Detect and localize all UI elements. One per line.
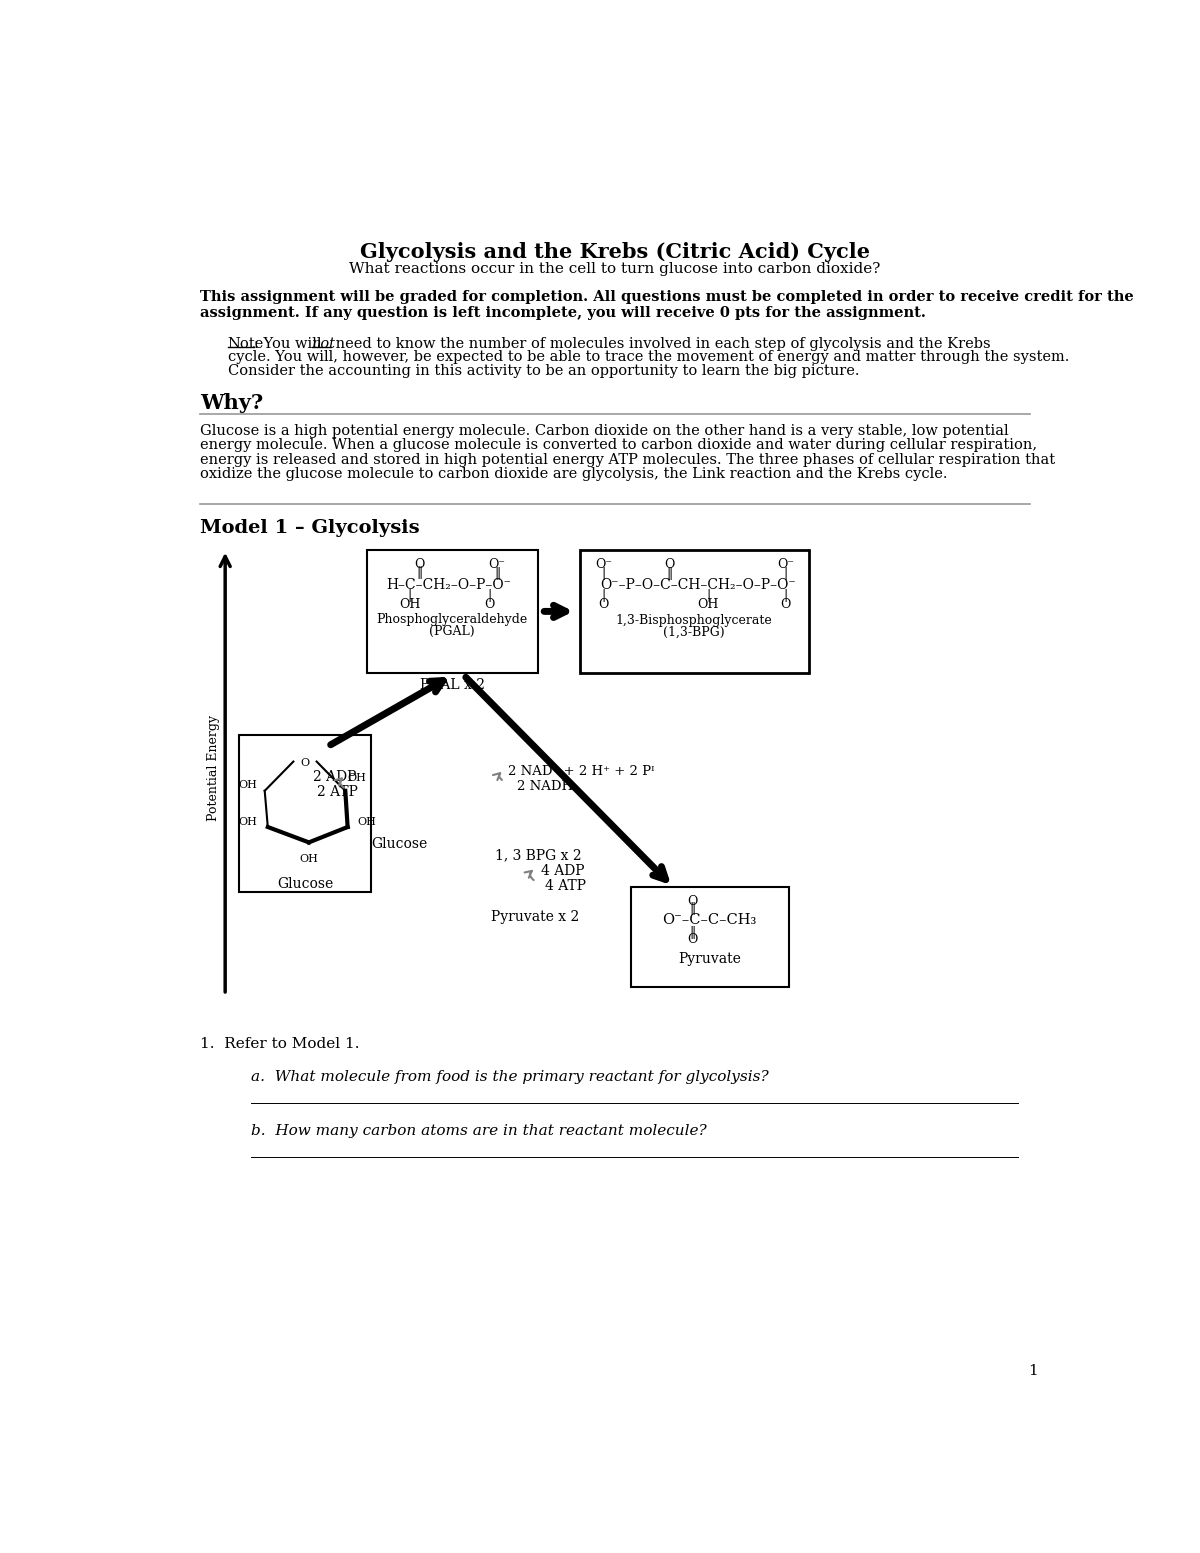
Text: |: | xyxy=(601,567,606,579)
Text: O⁻–P–O–C–CH–CH₂–O–P–O⁻: O⁻–P–O–C–CH–CH₂–O–P–O⁻ xyxy=(600,578,796,592)
Text: 2 NADH: 2 NADH xyxy=(516,780,572,794)
Bar xyxy=(367,550,538,672)
Text: not: not xyxy=(312,337,336,351)
Text: O: O xyxy=(664,558,674,572)
Text: Phosphoglyceraldehyde: Phosphoglyceraldehyde xyxy=(377,613,528,626)
Text: 2 ATP: 2 ATP xyxy=(317,786,358,800)
Text: 4 ADP: 4 ADP xyxy=(541,863,584,877)
Text: OH: OH xyxy=(358,817,377,826)
Text: Note: Note xyxy=(228,337,264,351)
Text: O: O xyxy=(414,558,425,572)
Text: Consider the accounting in this activity to be an opportunity to learn the big p: Consider the accounting in this activity… xyxy=(228,365,859,379)
Text: |: | xyxy=(487,589,492,603)
Text: Why?: Why? xyxy=(200,393,264,413)
Text: ‖: ‖ xyxy=(689,902,696,915)
Text: cycle. You will, however, be expected to be able to trace the movement of energy: cycle. You will, however, be expected to… xyxy=(228,351,1069,365)
Text: 1, 3 BPG x 2: 1, 3 BPG x 2 xyxy=(494,848,582,862)
Text: H–C–CH₂–O–P–O⁻: H–C–CH₂–O–P–O⁻ xyxy=(386,578,511,592)
Text: 1: 1 xyxy=(1028,1365,1038,1379)
Text: |: | xyxy=(784,589,787,603)
Text: |: | xyxy=(706,589,710,603)
Text: a.  What molecule from food is the primary reactant for glycolysis?: a. What molecule from food is the primar… xyxy=(251,1070,768,1084)
Text: O: O xyxy=(598,598,608,610)
Text: b.  How many carbon atoms are in that reactant molecule?: b. How many carbon atoms are in that rea… xyxy=(251,1124,707,1138)
Text: O: O xyxy=(688,933,697,946)
Text: What reactions occur in the cell to turn glucose into carbon dioxide?: What reactions occur in the cell to turn… xyxy=(349,262,881,276)
Text: need to know the number of molecules involved in each step of glycolysis and the: need to know the number of molecules inv… xyxy=(330,337,990,351)
Text: 1,3-Bisphosphoglycerate: 1,3-Bisphosphoglycerate xyxy=(616,615,773,627)
Text: ‖: ‖ xyxy=(666,567,672,579)
Text: OH: OH xyxy=(348,773,366,784)
Text: 4 ATP: 4 ATP xyxy=(545,879,587,893)
Text: : You will: : You will xyxy=(254,337,326,351)
Text: O: O xyxy=(485,598,494,610)
Text: Glucose is a high potential energy molecule. Carbon dioxide on the other hand is: Glucose is a high potential energy molec… xyxy=(200,424,1009,438)
Text: (1,3-BPG): (1,3-BPG) xyxy=(664,626,725,638)
Text: 2 ADP: 2 ADP xyxy=(313,770,356,784)
Text: ‖: ‖ xyxy=(689,926,696,938)
Text: OH: OH xyxy=(697,598,719,610)
Text: OH: OH xyxy=(238,780,257,789)
Text: assignment. If any question is left incomplete, you will receive 0 pts for the a: assignment. If any question is left inco… xyxy=(200,306,926,320)
Text: energy is released and stored in high potential energy ATP molecules. The three : energy is released and stored in high po… xyxy=(200,453,1056,467)
Text: O⁻: O⁻ xyxy=(595,558,612,572)
Text: 1.  Refer to Model 1.: 1. Refer to Model 1. xyxy=(200,1037,360,1051)
Text: oxidize the glucose molecule to carbon dioxide are glycolysis, the Link reaction: oxidize the glucose molecule to carbon d… xyxy=(200,467,948,481)
Text: OH: OH xyxy=(238,817,257,826)
Bar xyxy=(630,887,790,988)
Text: 2 NAD⁺ + 2 H⁺ + 2 Pᴵ: 2 NAD⁺ + 2 H⁺ + 2 Pᴵ xyxy=(508,766,654,778)
Text: OH: OH xyxy=(300,854,318,863)
Text: (PGAL): (PGAL) xyxy=(430,626,475,638)
Text: O⁻: O⁻ xyxy=(488,558,505,572)
Text: |: | xyxy=(408,589,412,603)
Text: |: | xyxy=(601,589,606,603)
Text: O⁻: O⁻ xyxy=(778,558,794,572)
Text: This assignment will be graded for completion. All questions must be completed i: This assignment will be graded for compl… xyxy=(200,290,1134,304)
Text: O: O xyxy=(780,598,791,610)
Text: Glycolysis and the Krebs (Citric Acid) Cycle: Glycolysis and the Krebs (Citric Acid) C… xyxy=(360,242,870,262)
Text: Glucose: Glucose xyxy=(371,837,427,851)
Text: ‖: ‖ xyxy=(494,567,500,579)
Bar xyxy=(239,735,371,893)
Bar xyxy=(580,550,809,672)
Text: Potential Energy: Potential Energy xyxy=(208,714,220,822)
Text: O⁻–C–C–CH₃: O⁻–C–C–CH₃ xyxy=(662,913,757,927)
Text: |: | xyxy=(784,567,787,579)
Text: O: O xyxy=(688,895,697,909)
Text: Glucose: Glucose xyxy=(277,877,334,891)
Text: Model 1 – Glycolysis: Model 1 – Glycolysis xyxy=(200,519,420,537)
Text: ‖: ‖ xyxy=(416,565,422,579)
Text: energy molecule. When a glucose molecule is converted to carbon dioxide and wate: energy molecule. When a glucose molecule… xyxy=(200,438,1038,452)
Text: OH: OH xyxy=(398,598,420,610)
Text: O: O xyxy=(300,758,310,769)
Text: Pyruvate x 2: Pyruvate x 2 xyxy=(491,910,580,924)
Text: Pyruvate: Pyruvate xyxy=(678,952,740,966)
Text: PGAL x 2: PGAL x 2 xyxy=(420,677,485,691)
